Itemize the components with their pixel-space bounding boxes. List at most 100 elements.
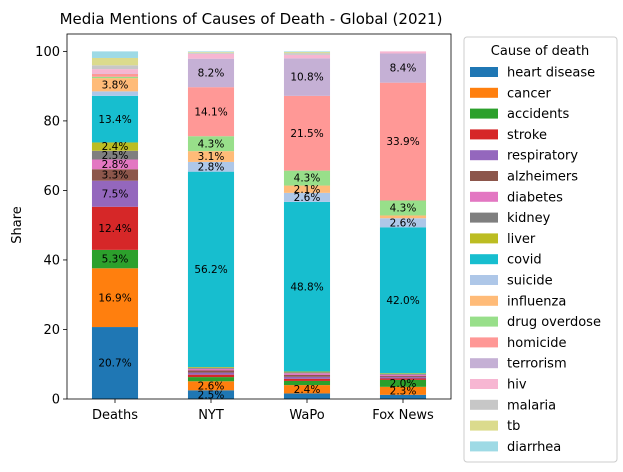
segment-label: 8.4% bbox=[390, 63, 417, 75]
bar-segment bbox=[187, 53, 235, 59]
legend-label: influenza bbox=[507, 294, 566, 309]
bar-segment bbox=[283, 371, 331, 373]
bar-segment bbox=[187, 52, 235, 54]
bar-segment bbox=[283, 380, 331, 386]
legend-label: diabetes bbox=[507, 190, 563, 205]
y-tick-label: 80 bbox=[43, 114, 60, 129]
bar-segment bbox=[187, 390, 235, 399]
bar-segment bbox=[187, 367, 235, 369]
legend-swatch bbox=[470, 212, 498, 223]
legend-swatch bbox=[470, 67, 498, 77]
bar-segment bbox=[283, 201, 331, 372]
bar-segment bbox=[283, 376, 331, 379]
bar-segment bbox=[91, 159, 139, 170]
legend-swatch bbox=[470, 295, 498, 306]
bar-segment bbox=[91, 78, 139, 92]
legend-label: hiv bbox=[507, 378, 527, 393]
bar-segment bbox=[379, 53, 427, 83]
bar-segment bbox=[283, 54, 331, 59]
y-tick-label: 40 bbox=[43, 253, 60, 268]
segment-label: 2.8% bbox=[102, 159, 129, 171]
bar-segment bbox=[283, 53, 331, 55]
legend-frame bbox=[463, 36, 618, 463]
bar-segment bbox=[187, 381, 235, 391]
legend-swatch bbox=[470, 233, 498, 244]
y-tick-label: 60 bbox=[43, 184, 60, 199]
bar-segment bbox=[187, 136, 235, 152]
bar-segment bbox=[187, 58, 235, 88]
bar-segment bbox=[379, 376, 427, 378]
segment-label: 12.4% bbox=[98, 223, 131, 235]
y-tick-label: 0 bbox=[52, 393, 60, 408]
bar-segment bbox=[283, 51, 331, 53]
bar-segment bbox=[379, 51, 427, 54]
legend-label: tb bbox=[507, 419, 520, 434]
bar-segment bbox=[91, 65, 139, 70]
bar-segment bbox=[91, 249, 139, 269]
segment-label: 48.8% bbox=[290, 281, 323, 293]
legend-swatch bbox=[470, 275, 498, 285]
y-tick-label: 100 bbox=[35, 45, 60, 60]
bar-segment bbox=[379, 379, 427, 387]
legend-title: Cause of death bbox=[491, 44, 589, 59]
bar-segment bbox=[283, 385, 331, 394]
segment-label: 2.1% bbox=[294, 184, 321, 196]
bar-segment bbox=[283, 372, 331, 374]
bar-segment bbox=[187, 161, 235, 172]
legend-label: malaria bbox=[507, 398, 556, 413]
bar-segment bbox=[91, 150, 139, 160]
bar-segment bbox=[379, 386, 427, 395]
segment-label: 2.4% bbox=[294, 384, 321, 396]
legend-label: homicide bbox=[507, 336, 566, 351]
segment-label: 2.8% bbox=[198, 161, 225, 173]
bar-segment bbox=[187, 51, 235, 53]
legend-label: accidents bbox=[507, 107, 569, 122]
segment-label: 2.5% bbox=[102, 150, 129, 162]
bar-segment bbox=[187, 151, 235, 162]
bars-group bbox=[91, 51, 427, 399]
legend-label: terrorism bbox=[507, 357, 567, 372]
bar-segment bbox=[91, 180, 139, 207]
segment-label: 42.0% bbox=[386, 295, 419, 307]
legend-items: heart disease cancer accidents stroke respir… bbox=[470, 66, 601, 455]
segment-label: 16.9% bbox=[98, 292, 131, 304]
segment-label: 2.6% bbox=[294, 192, 321, 204]
bar-segment bbox=[91, 91, 139, 96]
bar-segment bbox=[379, 218, 427, 228]
bar-segment bbox=[91, 76, 139, 79]
bar-segment bbox=[91, 95, 139, 143]
segment-label: 56.2% bbox=[194, 264, 227, 276]
x-tick-label: WaPo bbox=[289, 408, 324, 423]
legend-label: drug overdose bbox=[507, 315, 601, 330]
bar-segment bbox=[91, 206, 139, 250]
legend-swatch bbox=[470, 150, 498, 161]
legend-swatch bbox=[470, 399, 498, 410]
bar-segment bbox=[91, 169, 139, 181]
bar-segment bbox=[91, 57, 139, 66]
segment-label: 3.8% bbox=[102, 79, 129, 91]
bar-segment bbox=[283, 192, 331, 202]
legend-label: kidney bbox=[507, 211, 551, 226]
segment-label: 14.1% bbox=[194, 106, 227, 118]
legend-label: heart disease bbox=[507, 66, 595, 81]
y-axis-label: Share bbox=[10, 206, 25, 244]
x-tick-label: Fox News bbox=[372, 408, 434, 423]
segment-label: 21.5% bbox=[290, 128, 323, 140]
bar-segment bbox=[91, 327, 139, 399]
legend-label: liver bbox=[507, 232, 536, 247]
y-tick-label: 20 bbox=[43, 323, 60, 338]
legend-swatch bbox=[470, 191, 498, 202]
legend-swatch bbox=[470, 358, 498, 369]
bar-segment bbox=[379, 374, 427, 377]
x-tick-label: Deaths bbox=[92, 408, 138, 423]
legend-swatch bbox=[470, 129, 498, 140]
bar-segment bbox=[187, 87, 235, 137]
bar-segment bbox=[91, 51, 139, 58]
segment-label: 4.3% bbox=[198, 138, 225, 150]
segment-label: 7.5% bbox=[102, 188, 129, 200]
bar-segment bbox=[91, 268, 139, 328]
bar-segment bbox=[379, 394, 427, 399]
bar-segment bbox=[187, 367, 235, 368]
segment-label: 20.7% bbox=[98, 358, 131, 370]
